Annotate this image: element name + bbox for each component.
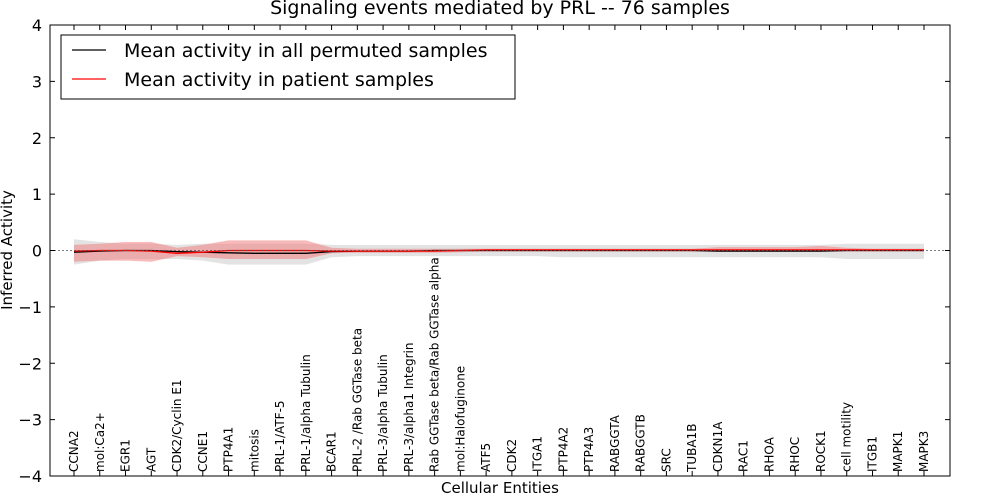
x-tick-label: PRL-3/alpha1 Integrin [402,343,416,473]
x-tick-label: TUBA1B [685,424,699,473]
y-tick-label: 1 [32,185,42,204]
x-tick-label: PTP4A1 [222,427,236,472]
legend: Mean activity in all permuted samples Me… [60,34,516,100]
x-tick-label: CDKN1A [711,421,725,472]
legend-label-permuted: Mean activity in all permuted samples [124,40,487,62]
x-tick-label: SRC [659,448,673,472]
chart-title: Signaling events mediated by PRL -- 76 s… [270,0,730,19]
legend-box [60,34,516,100]
x-tick-label: ROCK1 [814,430,828,472]
x-tick-labels: CCNA2 mol:Ca2+ EGR1 AGT CDK2/Cyclin E1 CCNE1 P… [67,257,931,473]
x-axis-ticks [73,25,925,476]
y-tick-label: −1 [18,298,42,317]
x-tick-label: PRL-2 /Rab GGTase beta [350,328,364,472]
y-tick-label: 2 [32,129,42,148]
x-tick-label: MAPK3 [917,431,931,472]
x-tick-label: PRL-1/ATF-5 [273,400,287,472]
x-tick-label: AGT [144,447,158,472]
x-tick-label: CCNA2 [67,430,81,472]
x-tick-label: PRL-1/alpha Tubulin [299,354,313,472]
x-tick-label: PRL-3/alpha Tubulin [376,354,390,472]
x-tick-label: RAC1 [737,440,751,472]
y-tick-label: −4 [18,467,42,486]
y-tick-label: 3 [32,72,42,91]
x-axis-label: Cellular Entities [441,479,559,497]
x-tick-label: mol:Ca2+ [93,412,107,472]
x-tick-label: CCNE1 [196,431,210,472]
legend-label-patient: Mean activity in patient samples [124,69,434,91]
y-tick-label: −2 [18,354,42,373]
x-tick-label: RABGGTA [608,414,622,472]
x-tick-label: BCAR1 [325,431,339,472]
y-axis-label: Inferred Activity [0,190,16,310]
x-tick-label: ATF5 [479,443,493,472]
x-tick-label: PTP4A3 [582,427,596,472]
x-tick-label: RABGGTB [634,414,648,472]
series-line-1 [73,249,924,254]
y-tick-label: 0 [32,242,42,261]
x-tick-label: ITGA1 [531,436,545,472]
y-tick-label: 4 [32,16,42,35]
x-tick-label: PTP4A2 [556,427,570,472]
y-tick-label: −3 [18,411,42,430]
x-tick-label: CDK2 [505,439,519,472]
x-tick-label: Rab GGTase beta/Rab GGTase alpha [428,257,442,472]
x-tick-label: MAPK1 [891,431,905,472]
x-tick-label: EGR1 [119,439,133,472]
x-tick-label: mitosis [247,429,261,472]
x-tick-label: RHOA [763,436,777,472]
y-axis-ticks: −4 −3 −2 −1 0 1 2 3 4 [18,16,950,486]
x-tick-label: RHOC [788,437,802,472]
x-tick-label: CDK2/Cyclin E1 [170,379,184,472]
x-tick-label: cell motility [840,402,854,472]
x-tick-label: mol:Halofuginone [453,366,467,472]
x-tick-label: ITGB1 [866,436,880,472]
